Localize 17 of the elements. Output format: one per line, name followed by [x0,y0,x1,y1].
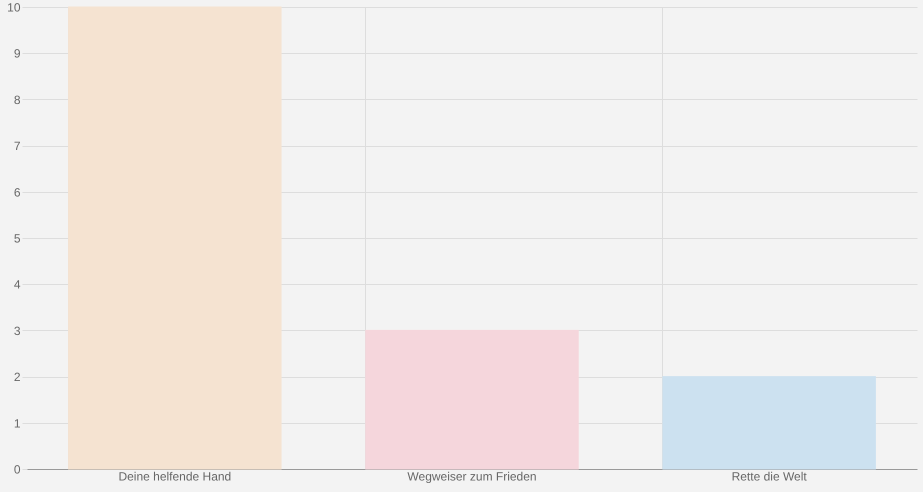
x-tick-label: Rette die Welt [732,470,808,484]
y-tick-label: 8 [14,92,21,107]
y-tick-label: 4 [14,278,21,292]
bar [662,376,876,470]
y-tick-label: 6 [14,185,21,200]
y-tick-label: 2 [14,370,21,384]
x-tick-label: Deine helfende Hand [118,470,232,484]
y-tick-label: 10 [7,0,21,14]
y-tick-label: 5 [14,232,21,246]
y-tick-label: 0 [14,462,21,476]
y-tick-label: 9 [14,46,21,61]
y-tick-label: 3 [14,324,21,338]
y-tick-label: 1 [14,416,21,430]
bar [365,330,579,470]
y-tick-label: 7 [14,139,21,154]
bar [68,6,282,470]
x-tick-label: Wegweiser zum Frieden [407,470,537,484]
